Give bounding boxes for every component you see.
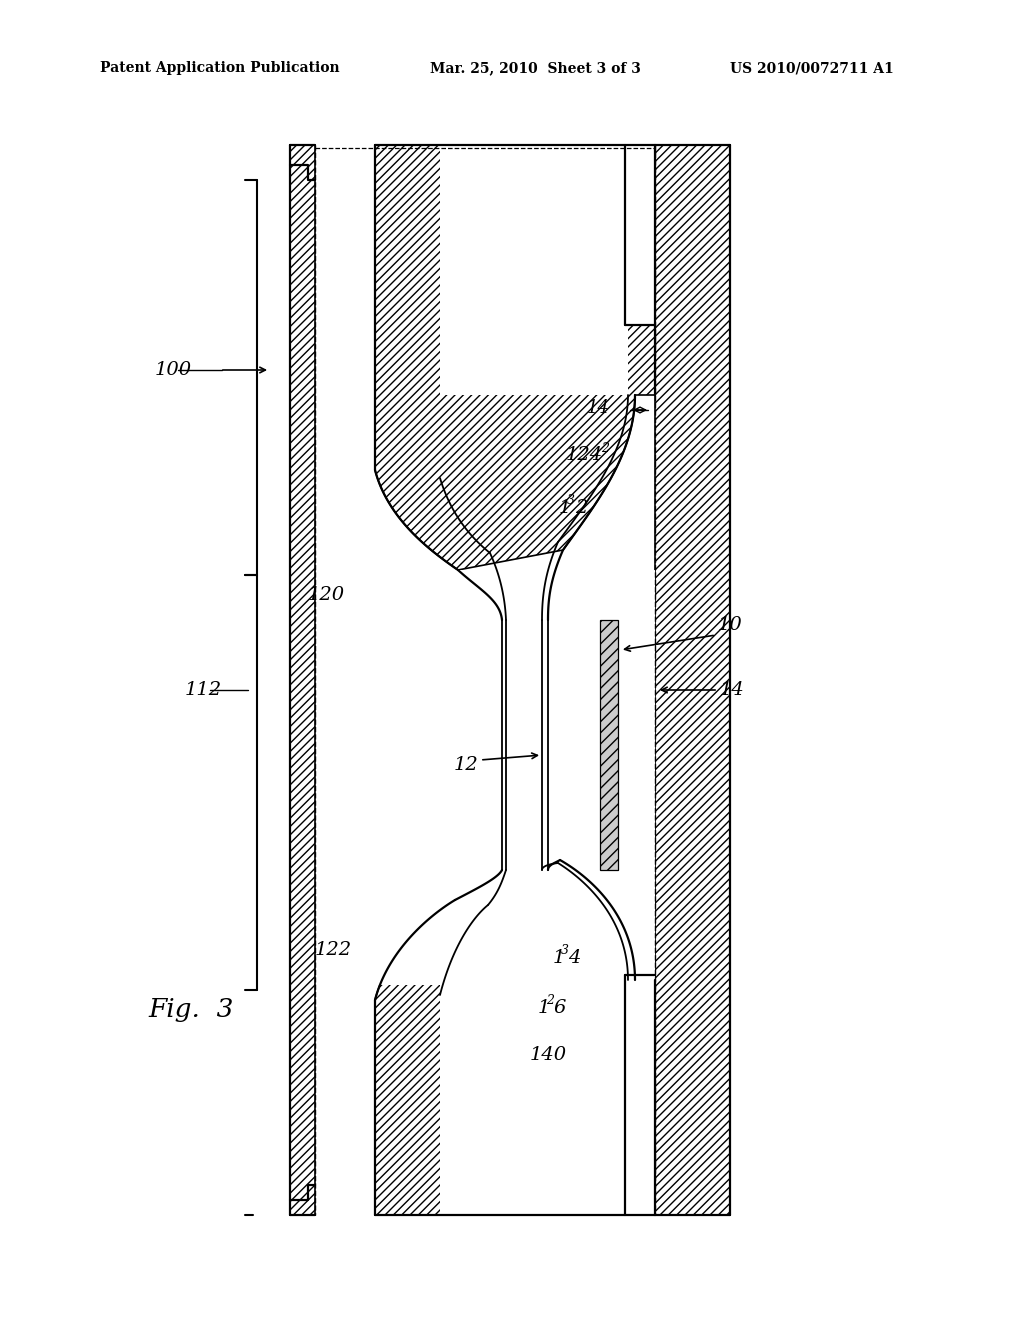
- Text: 124: 124: [566, 446, 603, 465]
- Text: 1: 1: [538, 999, 550, 1016]
- Text: 12: 12: [454, 756, 478, 774]
- Polygon shape: [440, 979, 628, 1214]
- Text: 122: 122: [314, 941, 352, 960]
- Text: 6: 6: [553, 999, 565, 1016]
- Text: 120: 120: [308, 586, 345, 605]
- Polygon shape: [440, 145, 628, 395]
- Text: 10: 10: [718, 616, 742, 634]
- Polygon shape: [375, 861, 655, 1214]
- Text: 112: 112: [185, 681, 222, 700]
- Polygon shape: [290, 145, 315, 1214]
- Text: 2: 2: [546, 994, 554, 1007]
- Polygon shape: [655, 145, 730, 1214]
- Polygon shape: [375, 145, 655, 570]
- Text: Fig.  3: Fig. 3: [148, 998, 233, 1023]
- Text: 3: 3: [561, 945, 569, 957]
- Text: 1: 1: [553, 949, 565, 968]
- Text: 140: 140: [530, 1045, 567, 1064]
- Text: 2: 2: [601, 441, 609, 454]
- Text: 14: 14: [587, 399, 609, 417]
- Polygon shape: [375, 570, 655, 985]
- Text: 14: 14: [720, 681, 744, 700]
- Text: US 2010/0072711 A1: US 2010/0072711 A1: [730, 61, 894, 75]
- Text: Patent Application Publication: Patent Application Publication: [100, 61, 340, 75]
- Polygon shape: [600, 620, 618, 870]
- Text: 100: 100: [155, 360, 193, 379]
- Text: 2: 2: [575, 499, 588, 517]
- Text: 4: 4: [568, 949, 581, 968]
- Text: Mar. 25, 2010  Sheet 3 of 3: Mar. 25, 2010 Sheet 3 of 3: [430, 61, 641, 75]
- Text: 1: 1: [559, 499, 571, 517]
- Text: 3: 3: [567, 495, 575, 507]
